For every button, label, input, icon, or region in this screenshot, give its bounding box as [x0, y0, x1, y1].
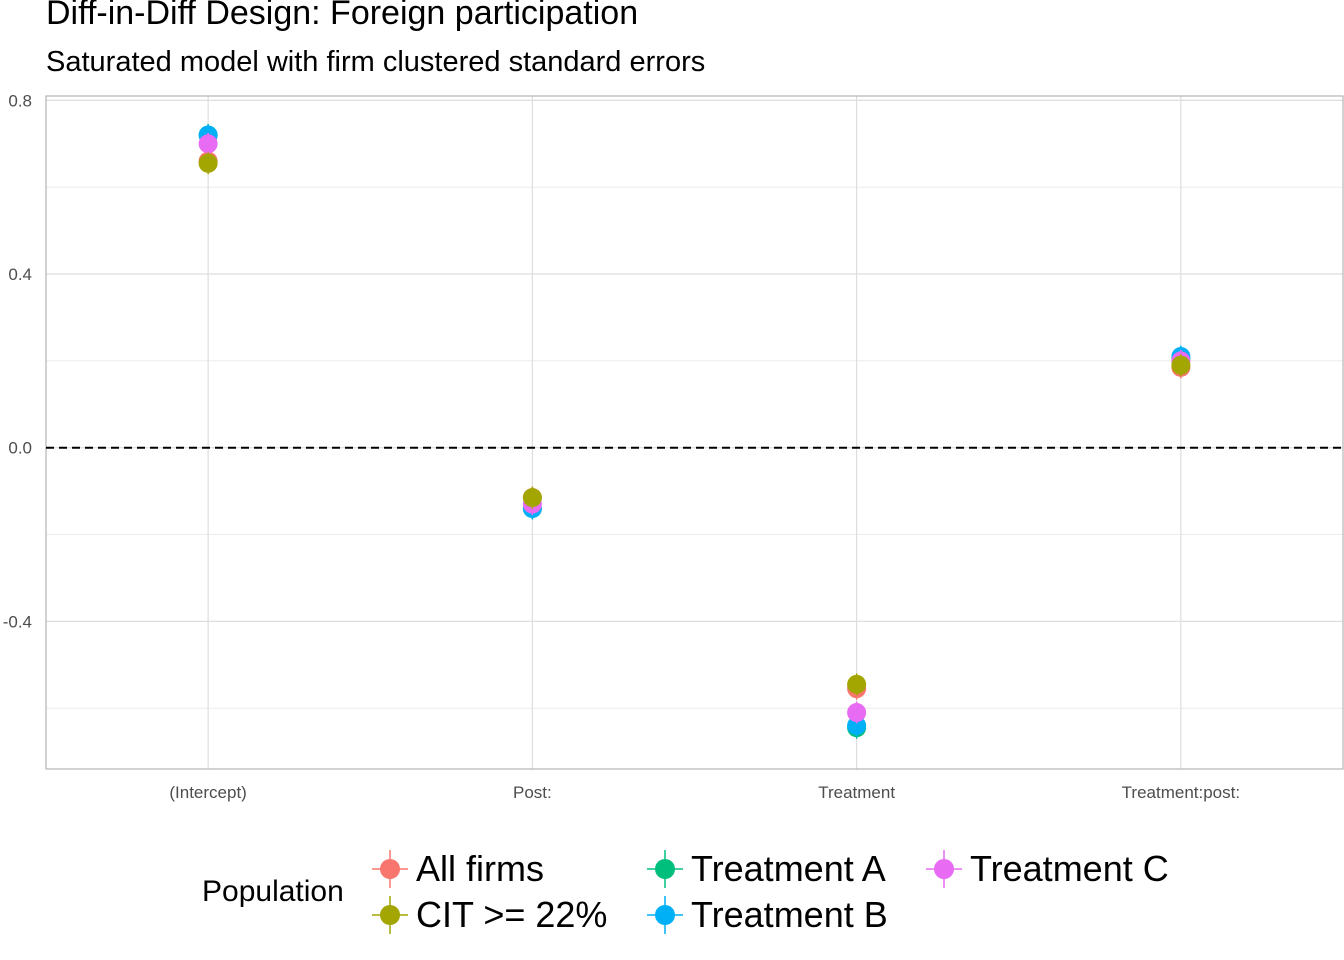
- data-point: [847, 674, 867, 694]
- data-point: [847, 716, 867, 736]
- data-point: [847, 703, 867, 723]
- data-point: [198, 153, 218, 173]
- chart-title: Diff-in-Diff Design: Foreign participati…: [46, 0, 639, 32]
- y-tick-label: -0.4: [3, 612, 32, 631]
- x-tick-label: Treatment: [818, 783, 895, 802]
- legend-key-treatment-b: [645, 893, 685, 937]
- legend-item-cit: CIT >= 22%: [370, 893, 607, 937]
- y-tick-label: 0.8: [8, 91, 32, 110]
- legend-key-treatment-c: [924, 847, 964, 891]
- y-tick-label: 0.4: [8, 265, 32, 284]
- legend-key-treatment-a: [645, 847, 685, 891]
- x-tick-label: Post:: [513, 783, 552, 802]
- data-point: [198, 134, 218, 154]
- chart-plot: -0.4 0.0 0.4 0.8 (Intercept) Post: Treatment Tr…: [3, 91, 1344, 802]
- legend-label-cit: CIT >= 22%: [416, 894, 608, 935]
- legend-key-cit: [370, 893, 410, 937]
- legend-title: Population: [202, 875, 344, 908]
- legend-item-treatment-a: Treatment A: [645, 847, 886, 891]
- panel-border: [45, 95, 1344, 770]
- data-point: [1171, 355, 1191, 375]
- legend-label-all-firms: All firms: [416, 848, 544, 889]
- chart-subtitle: Saturated model with firm clustered stan…: [46, 46, 706, 78]
- x-tick-label: (Intercept): [169, 783, 246, 802]
- legend-item-treatment-c: Treatment C: [924, 847, 1169, 891]
- legend-key-all-firms: [370, 847, 410, 891]
- legend-item-all-firms: All firms: [370, 847, 544, 891]
- legend-item-treatment-b: Treatment B: [645, 893, 888, 937]
- y-tick-label: 0.0: [8, 439, 32, 458]
- legend-label-treatment-b: Treatment B: [691, 894, 888, 935]
- data-point: [522, 488, 542, 508]
- x-tick-label: Treatment:post:: [1122, 783, 1240, 802]
- legend-label-treatment-c: Treatment C: [970, 848, 1169, 889]
- legend-label-treatment-a: Treatment A: [691, 848, 886, 889]
